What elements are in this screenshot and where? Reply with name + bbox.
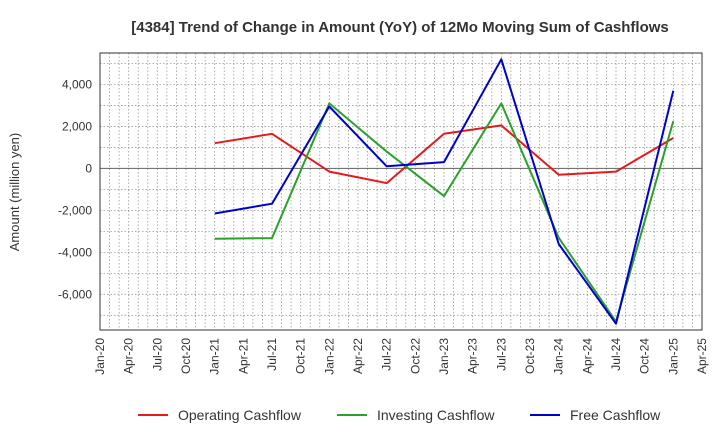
series-line-investing-cashflow (214, 102, 675, 323)
x-tick-label: Jan-24 (552, 338, 566, 375)
y-tick-label: 4,000 (62, 77, 92, 91)
legend-label: Operating Cashflow (178, 407, 302, 423)
x-tick-label: Jan-25 (666, 338, 680, 375)
series-lines (214, 58, 675, 325)
legend: Operating Cashflow Investing Cashflow Free… (138, 407, 661, 423)
series-line-free-cashflow (214, 58, 675, 325)
x-tick-label: Jan-20 (93, 338, 107, 375)
x-tick-label: Jan-21 (208, 338, 222, 375)
x-tick-label: Jul-23 (494, 338, 508, 371)
x-tick-label: Apr-24 (580, 338, 594, 374)
grid (99, 53, 703, 330)
x-tick-label: Apr-22 (351, 338, 365, 374)
x-tick-label: Oct-22 (408, 338, 422, 374)
x-tick-label: Apr-25 (695, 338, 709, 374)
x-tick-label: Apr-20 (122, 338, 136, 374)
y-tick-label: -6,000 (58, 287, 92, 301)
chart-title: [4384] Trend of Change in Amount (YoY) o… (131, 19, 669, 36)
legend-label: Investing Cashflow (377, 407, 495, 423)
y-tick-label: -4,000 (58, 245, 92, 259)
x-tick-label: Apr-23 (466, 338, 480, 374)
x-tick-label: Jul-21 (265, 338, 279, 371)
x-tick-label: Jul-20 (150, 338, 164, 371)
y-tick-label: 2,000 (62, 119, 92, 133)
plot-frame (99, 52, 703, 331)
y-tick-label: -2,000 (58, 203, 92, 217)
x-tick-label: Oct-23 (523, 338, 537, 374)
x-tick-label: Oct-21 (294, 338, 308, 374)
y-tick-label: 0 (85, 161, 92, 175)
x-tick-label: Jan-23 (437, 338, 451, 375)
x-tick-label: Apr-21 (236, 338, 250, 374)
x-tick-label: Oct-24 (638, 338, 652, 374)
x-tick-label: Jul-22 (380, 338, 394, 371)
x-tick-labels: Jan-20 Apr-20 Jul-20 Oct-20 Jan-21 Apr-21 Jul-… (93, 338, 709, 375)
y-axis-label: Amount (million yen) (7, 133, 22, 252)
x-tick-label: Jul-24 (609, 338, 623, 371)
series-line-operating-cashflow (214, 124, 674, 185)
y-tick-labels: 4,000 2,000 0 -2,000 -4,000 -6,000 (58, 77, 92, 301)
legend-label: Free Cashflow (570, 407, 661, 423)
x-tick-label: Jan-22 (322, 338, 336, 375)
x-tick-label: Oct-20 (179, 338, 193, 374)
